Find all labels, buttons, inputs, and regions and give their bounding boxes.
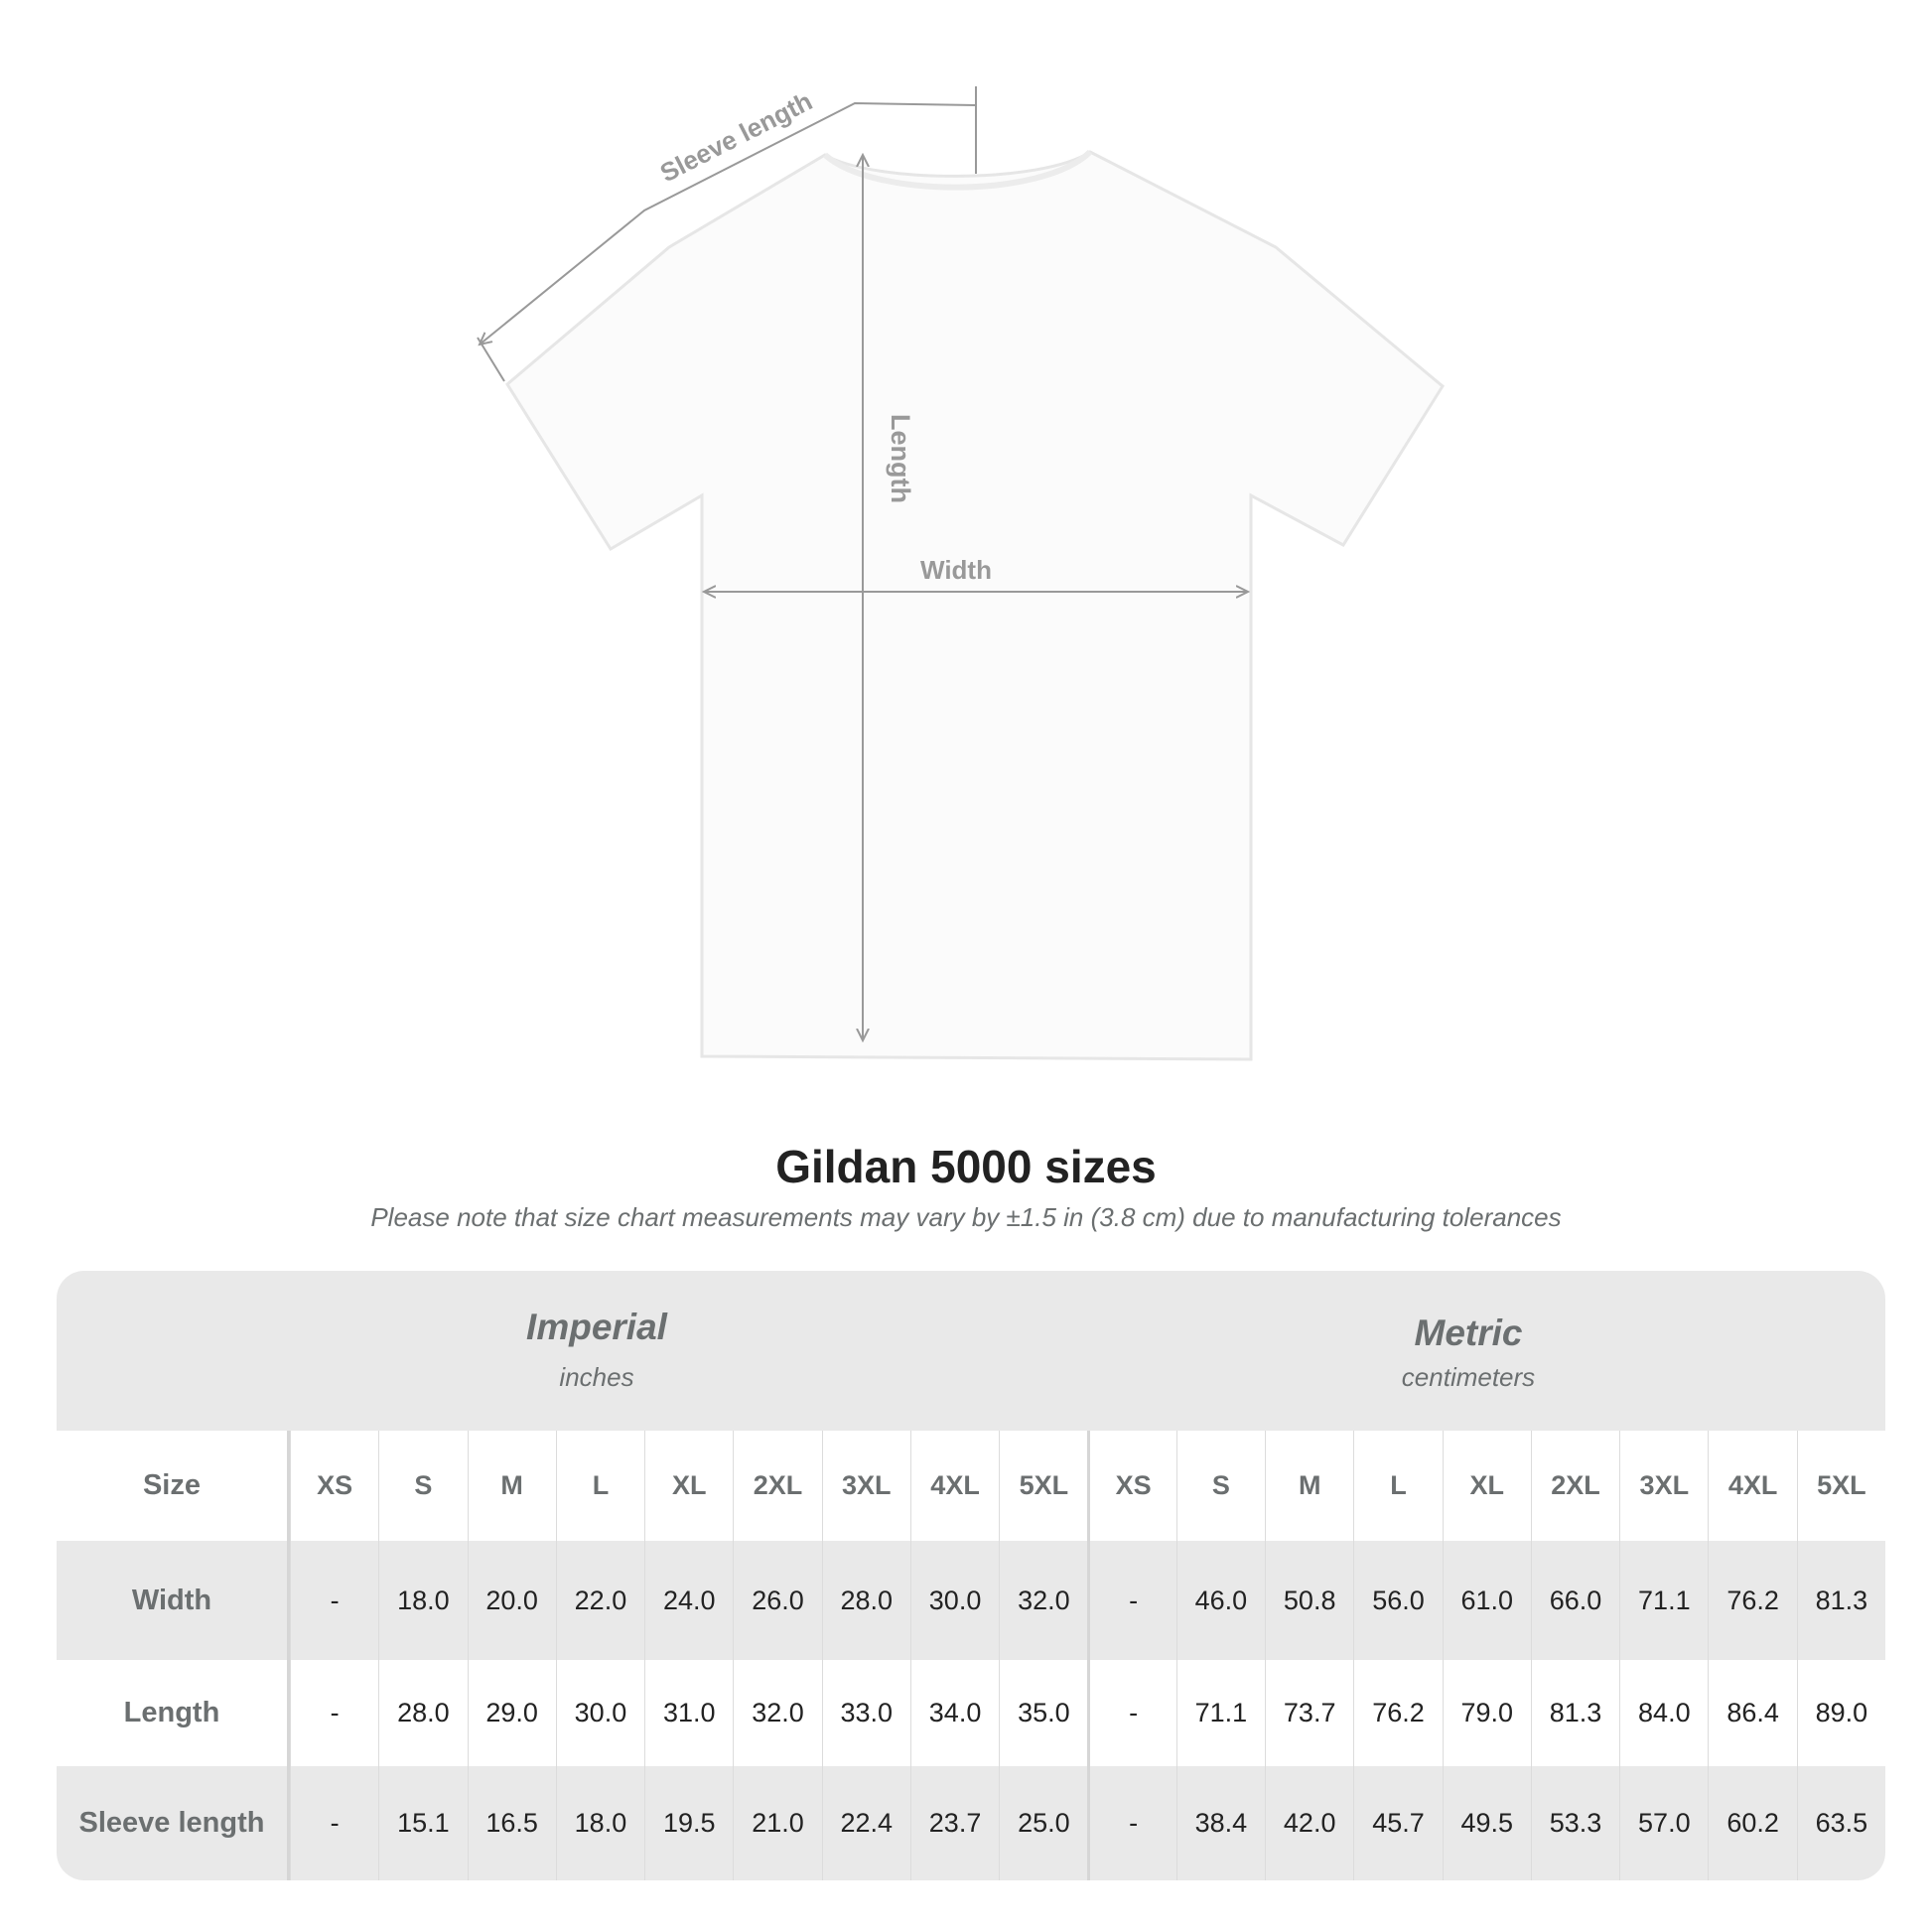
imperial-value-cell: - [289,1541,378,1660]
metric-title: Metric [1414,1312,1523,1353]
metric-size-header: S [1175,1431,1265,1541]
imperial-value-cell: 32.0 [999,1541,1087,1660]
metric-value-cell: 71.1 [1175,1660,1265,1766]
imperial-value-cell: 30.0 [555,1660,644,1766]
imperial-value-cell: 26.0 [733,1541,821,1660]
imperial-size-header: 5XL [999,1431,1087,1541]
metric-size-header: 3XL [1619,1431,1708,1541]
imperial-size-header: 2XL [733,1431,821,1541]
metric-value-cell: 38.4 [1175,1766,1265,1880]
metric-header: Metric centimeters [1171,1312,1766,1393]
imperial-value-cell: - [289,1766,378,1880]
imperial-value-cell: 18.0 [555,1766,644,1880]
length-label: Length [886,414,915,503]
row-label: Length [57,1660,290,1766]
imperial-value-cell: 33.0 [821,1660,910,1766]
metric-value-cell: 56.0 [1353,1541,1442,1660]
unit-header-band [57,1271,1885,1431]
width-label: Width [920,555,992,585]
imperial-value-cell: 32.0 [733,1660,821,1766]
page-title: Gildan 5000 sizes [775,1141,1157,1192]
imperial-value-cell: 34.0 [909,1660,999,1766]
metric-value-cell: - [1087,1766,1175,1880]
imperial-value-cell: 22.4 [821,1766,910,1880]
metric-value-cell: 61.0 [1442,1541,1531,1660]
imperial-value-cell: 24.0 [644,1541,733,1660]
imperial-unit: inches [559,1362,634,1392]
imperial-title: Imperial [526,1307,667,1347]
imperial-header: Imperial inches [299,1307,895,1393]
imperial-size-header: 3XL [821,1431,910,1541]
metric-value-cell: 79.0 [1442,1660,1531,1766]
imperial-value-cell: 21.0 [733,1766,821,1880]
metric-value-cell: 57.0 [1619,1766,1708,1880]
metric-value-cell: 63.5 [1796,1766,1885,1880]
imperial-value-cell: 28.0 [378,1660,467,1766]
metric-size-header: 4XL [1708,1431,1796,1541]
table-row: Sleeve length -15.1 16.5 18.0 19.5 21.0 22.4 23… [57,1766,1885,1880]
tshirt-collar [822,149,1093,191]
metric-value-cell: 71.1 [1619,1541,1708,1660]
imperial-size-header: M [467,1431,556,1541]
sleeve-measure-line [480,101,977,345]
imperial-value-cell: - [289,1660,378,1766]
imperial-value-cell: 20.0 [467,1541,556,1660]
metric-value-cell: 84.0 [1619,1660,1708,1766]
metric-value-cell: - [1087,1541,1175,1660]
metric-size-header: XL [1442,1431,1531,1541]
imperial-value-cell: 23.7 [909,1766,999,1880]
metric-value-cell: 86.4 [1708,1660,1796,1766]
imperial-value-cell: 31.0 [644,1660,733,1766]
metric-value-cell: 66.0 [1530,1541,1619,1660]
metric-value-cell: 60.2 [1708,1766,1796,1880]
imperial-value-cell: 25.0 [999,1766,1087,1880]
metric-value-cell: 42.0 [1265,1766,1353,1880]
imperial-value-cell: 28.0 [821,1541,910,1660]
imperial-size-header: XS [289,1431,378,1541]
metric-value-cell: 81.3 [1796,1541,1885,1660]
tshirt-shape [505,150,1445,1061]
metric-size-header: L [1353,1431,1442,1541]
imperial-value-cell: 16.5 [467,1766,556,1880]
metric-value-cell: 45.7 [1353,1766,1442,1880]
metric-value-cell: 50.8 [1265,1541,1353,1660]
row-label: Width [57,1541,290,1660]
tshirt-diagram: Sleeve length Length Width [477,85,1445,1061]
size-table: Imperial inches Metric centimeters Size X… [57,1271,1885,1880]
metric-value-cell: 49.5 [1442,1766,1531,1880]
size-header-row: Size XS S M L XL 2XL 3XL 4XL 5XL XS S M L XL 2XL 3XL 4XL 5… [57,1431,1885,1541]
imperial-size-header: L [555,1431,644,1541]
metric-value-cell: 89.0 [1796,1660,1885,1766]
metric-unit: centimeters [1401,1362,1536,1392]
tolerance-note: Please note that size chart measurements… [370,1202,1562,1232]
imperial-value-cell: 18.0 [378,1541,467,1660]
size-column-header: Size [57,1431,290,1541]
imperial-value-cell: 35.0 [999,1660,1087,1766]
metric-size-header: 2XL [1530,1431,1619,1541]
row-label: Sleeve length [57,1766,290,1880]
table-row: Length -28.0 29.0 30.0 31.0 32.0 33.0 34.0 35.0-… [57,1660,1885,1766]
metric-value-cell: 76.2 [1353,1660,1442,1766]
metric-size-header: 5XL [1796,1431,1885,1541]
metric-value-cell: 46.0 [1175,1541,1265,1660]
metric-value-cell: - [1087,1660,1175,1766]
table-row: Width -18.0 20.0 22.0 24.0 26.0 28.0 30.0 32.0-4… [57,1541,1885,1660]
imperial-value-cell: 19.5 [644,1766,733,1880]
imperial-size-header: S [378,1431,467,1541]
metric-value-cell: 76.2 [1708,1541,1796,1660]
imperial-value-cell: 29.0 [467,1660,556,1766]
metric-value-cell: 81.3 [1530,1660,1619,1766]
imperial-value-cell: 22.0 [555,1541,644,1660]
imperial-value-cell: 30.0 [909,1541,999,1660]
metric-size-header: XS [1087,1431,1175,1541]
metric-size-header: M [1265,1431,1353,1541]
imperial-value-cell: 15.1 [378,1766,467,1880]
metric-value-cell: 53.3 [1530,1766,1619,1880]
imperial-size-header: XL [644,1431,733,1541]
sleeve-measure-tick [477,337,505,382]
metric-value-cell: 73.7 [1265,1660,1353,1766]
imperial-size-header: 4XL [909,1431,999,1541]
